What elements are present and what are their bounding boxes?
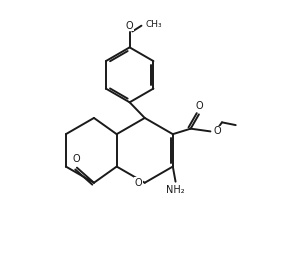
Text: O: O (213, 126, 221, 136)
Text: O: O (72, 154, 80, 164)
Text: CH₃: CH₃ (146, 20, 162, 28)
Text: O: O (126, 21, 133, 31)
Text: O: O (135, 178, 143, 188)
Text: NH₂: NH₂ (166, 185, 185, 195)
Text: O: O (195, 101, 203, 111)
